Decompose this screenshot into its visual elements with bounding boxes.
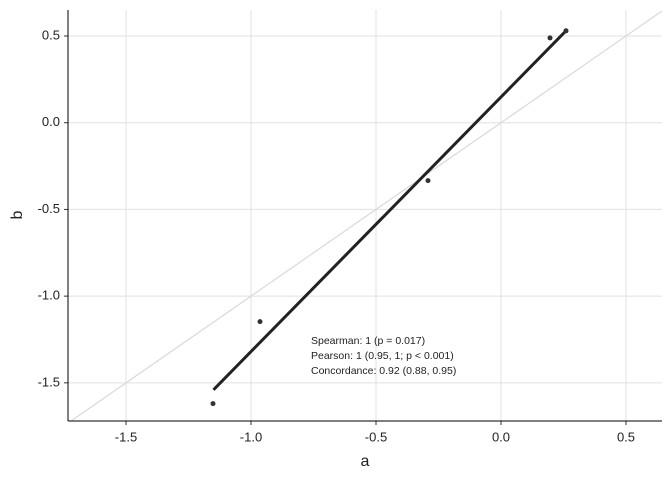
annotation: Pearson: 1 (0.95, 1; p < 0.001) — [311, 350, 454, 362]
fit-line — [212, 29, 568, 391]
y-tick-label: 0.0 — [42, 114, 60, 129]
point — [210, 401, 216, 407]
x-tick-label: -0.5 — [365, 429, 387, 444]
y-axis-title: b — [9, 210, 26, 219]
y-tick-label: -1.0 — [38, 288, 60, 303]
annotation: Concordance: 0.92 (0.88, 0.95) — [311, 365, 456, 377]
x-tick-label: 0.5 — [617, 429, 635, 444]
y-tick-label: -0.5 — [38, 201, 60, 216]
x-axis-title: a — [361, 453, 370, 470]
point — [257, 319, 263, 325]
point — [425, 178, 431, 184]
point — [563, 28, 569, 34]
y-tick-label: 0.5 — [42, 27, 60, 42]
point — [547, 35, 553, 41]
x-tick-label: 0.0 — [492, 429, 510, 444]
x-tick-label: -1.5 — [115, 429, 137, 444]
identity-line — [70, 10, 663, 422]
annotation: Spearman: 1 (p = 0.017) — [311, 335, 425, 347]
y-tick-label: -1.5 — [38, 374, 60, 389]
x-tick-label: -1.0 — [240, 429, 262, 444]
